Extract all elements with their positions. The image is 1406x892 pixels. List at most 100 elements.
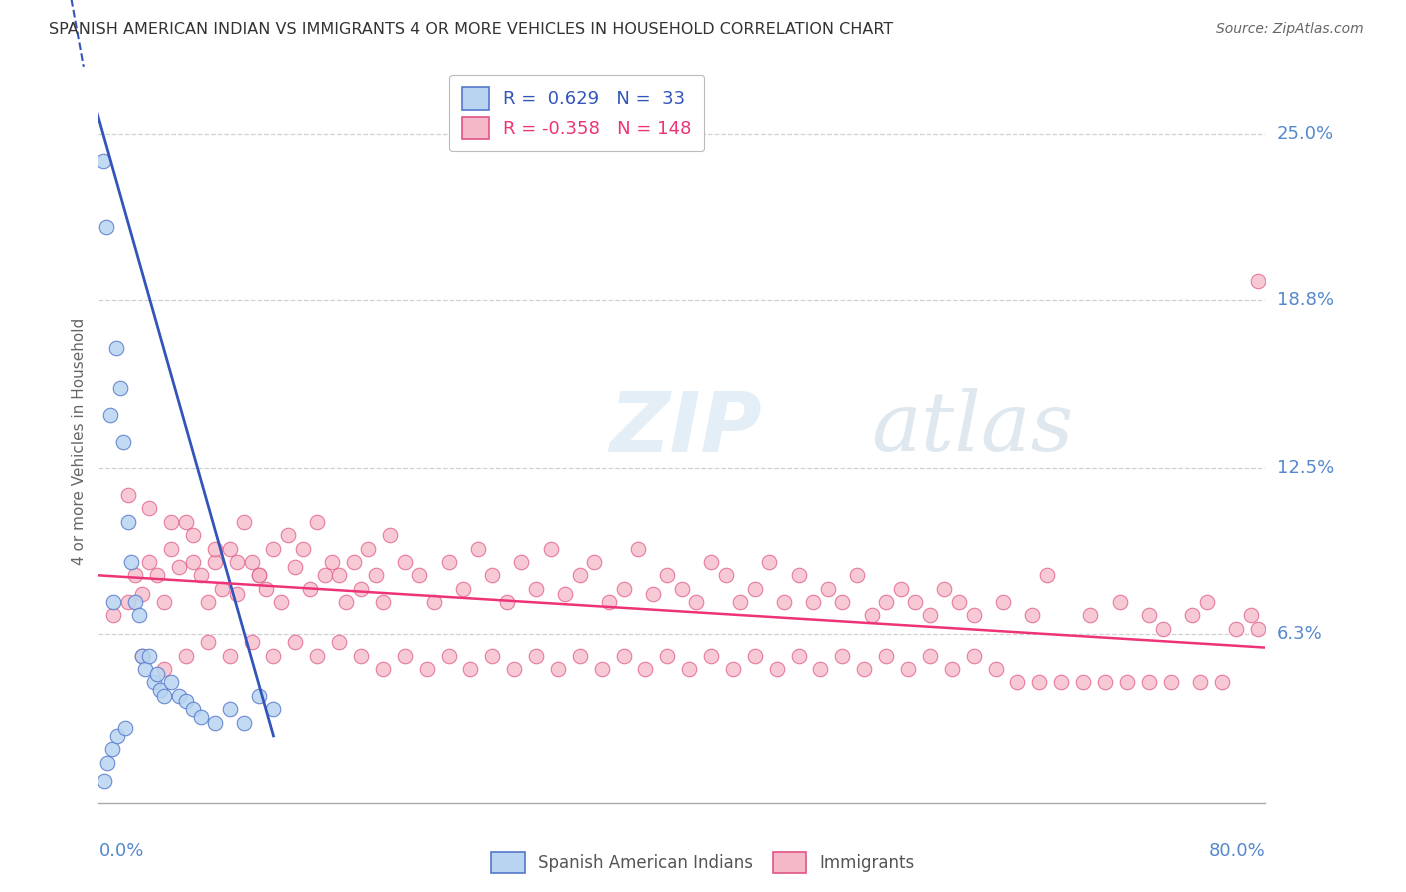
Point bbox=[451, 582, 474, 596]
Point bbox=[149, 683, 172, 698]
Point bbox=[1152, 622, 1174, 636]
Point bbox=[117, 595, 139, 609]
Point bbox=[408, 568, 430, 582]
Point bbox=[233, 515, 256, 529]
Point bbox=[496, 595, 519, 609]
Point bbox=[1021, 608, 1043, 623]
Point bbox=[415, 662, 437, 676]
Point bbox=[1225, 622, 1247, 636]
Point bbox=[853, 662, 876, 676]
Point bbox=[371, 595, 394, 609]
Point bbox=[94, 220, 117, 235]
Point bbox=[730, 595, 752, 609]
Text: atlas: atlas bbox=[872, 388, 1074, 468]
Point bbox=[131, 648, 153, 663]
Point bbox=[240, 555, 263, 569]
Point bbox=[634, 662, 657, 676]
Point bbox=[204, 541, 226, 556]
Point bbox=[263, 541, 285, 556]
Point bbox=[218, 541, 240, 556]
Point bbox=[846, 568, 869, 582]
Text: 80.0%: 80.0% bbox=[1209, 842, 1265, 860]
Point bbox=[991, 595, 1014, 609]
Point bbox=[146, 667, 169, 681]
Point bbox=[98, 408, 121, 422]
Point bbox=[547, 662, 569, 676]
Point bbox=[124, 568, 146, 582]
Point bbox=[918, 608, 941, 623]
Point bbox=[860, 608, 883, 623]
Point bbox=[787, 648, 810, 663]
Point bbox=[1035, 568, 1057, 582]
Point bbox=[671, 582, 693, 596]
Point bbox=[984, 662, 1007, 676]
Point bbox=[890, 582, 912, 596]
Point bbox=[335, 595, 357, 609]
Point bbox=[233, 715, 256, 730]
Point bbox=[307, 515, 329, 529]
Point bbox=[641, 587, 664, 601]
Point bbox=[503, 662, 526, 676]
Point bbox=[685, 595, 707, 609]
Point bbox=[801, 595, 824, 609]
Point bbox=[744, 582, 766, 596]
Point bbox=[277, 528, 299, 542]
Point bbox=[153, 595, 176, 609]
Point bbox=[810, 662, 832, 676]
Point bbox=[897, 662, 920, 676]
Point bbox=[934, 582, 956, 596]
Y-axis label: 4 or more Vehicles in Household: 4 or more Vehicles in Household bbox=[72, 318, 87, 566]
Point bbox=[112, 434, 135, 449]
Point bbox=[181, 702, 204, 716]
Point bbox=[328, 568, 350, 582]
Point bbox=[160, 515, 183, 529]
Text: Source: ZipAtlas.com: Source: ZipAtlas.com bbox=[1216, 22, 1364, 37]
Point bbox=[328, 635, 350, 649]
Point bbox=[1080, 608, 1102, 623]
Point bbox=[142, 675, 165, 690]
Point bbox=[1028, 675, 1050, 690]
Point bbox=[875, 595, 897, 609]
Point bbox=[524, 648, 547, 663]
Point bbox=[1160, 675, 1182, 690]
Point bbox=[918, 648, 941, 663]
Point bbox=[380, 528, 402, 542]
Legend: Spanish American Indians, Immigrants: Spanish American Indians, Immigrants bbox=[485, 846, 921, 880]
Point bbox=[181, 555, 204, 569]
Text: 18.8%: 18.8% bbox=[1277, 291, 1333, 309]
Point bbox=[291, 541, 314, 556]
Point bbox=[1247, 622, 1270, 636]
Point bbox=[100, 742, 122, 756]
Point bbox=[540, 541, 562, 556]
Point bbox=[613, 648, 636, 663]
Point bbox=[773, 595, 796, 609]
Point bbox=[460, 662, 482, 676]
Point bbox=[350, 582, 373, 596]
Point bbox=[394, 648, 416, 663]
Point bbox=[204, 555, 226, 569]
Point bbox=[343, 555, 366, 569]
Point bbox=[247, 568, 270, 582]
Point bbox=[524, 582, 547, 596]
Point bbox=[583, 555, 606, 569]
Point bbox=[117, 488, 139, 502]
Point bbox=[190, 568, 212, 582]
Point bbox=[1094, 675, 1116, 690]
Point bbox=[153, 689, 176, 703]
Point bbox=[591, 662, 613, 676]
Point bbox=[167, 560, 190, 574]
Point bbox=[875, 648, 897, 663]
Point bbox=[721, 662, 744, 676]
Point bbox=[394, 555, 416, 569]
Point bbox=[831, 595, 853, 609]
Point bbox=[298, 582, 321, 596]
Point bbox=[437, 648, 460, 663]
Point bbox=[134, 662, 156, 676]
Point bbox=[1137, 675, 1160, 690]
Point bbox=[117, 515, 139, 529]
Point bbox=[218, 648, 240, 663]
Point bbox=[357, 541, 380, 556]
Point bbox=[181, 528, 204, 542]
Point bbox=[314, 568, 336, 582]
Point bbox=[254, 582, 277, 596]
